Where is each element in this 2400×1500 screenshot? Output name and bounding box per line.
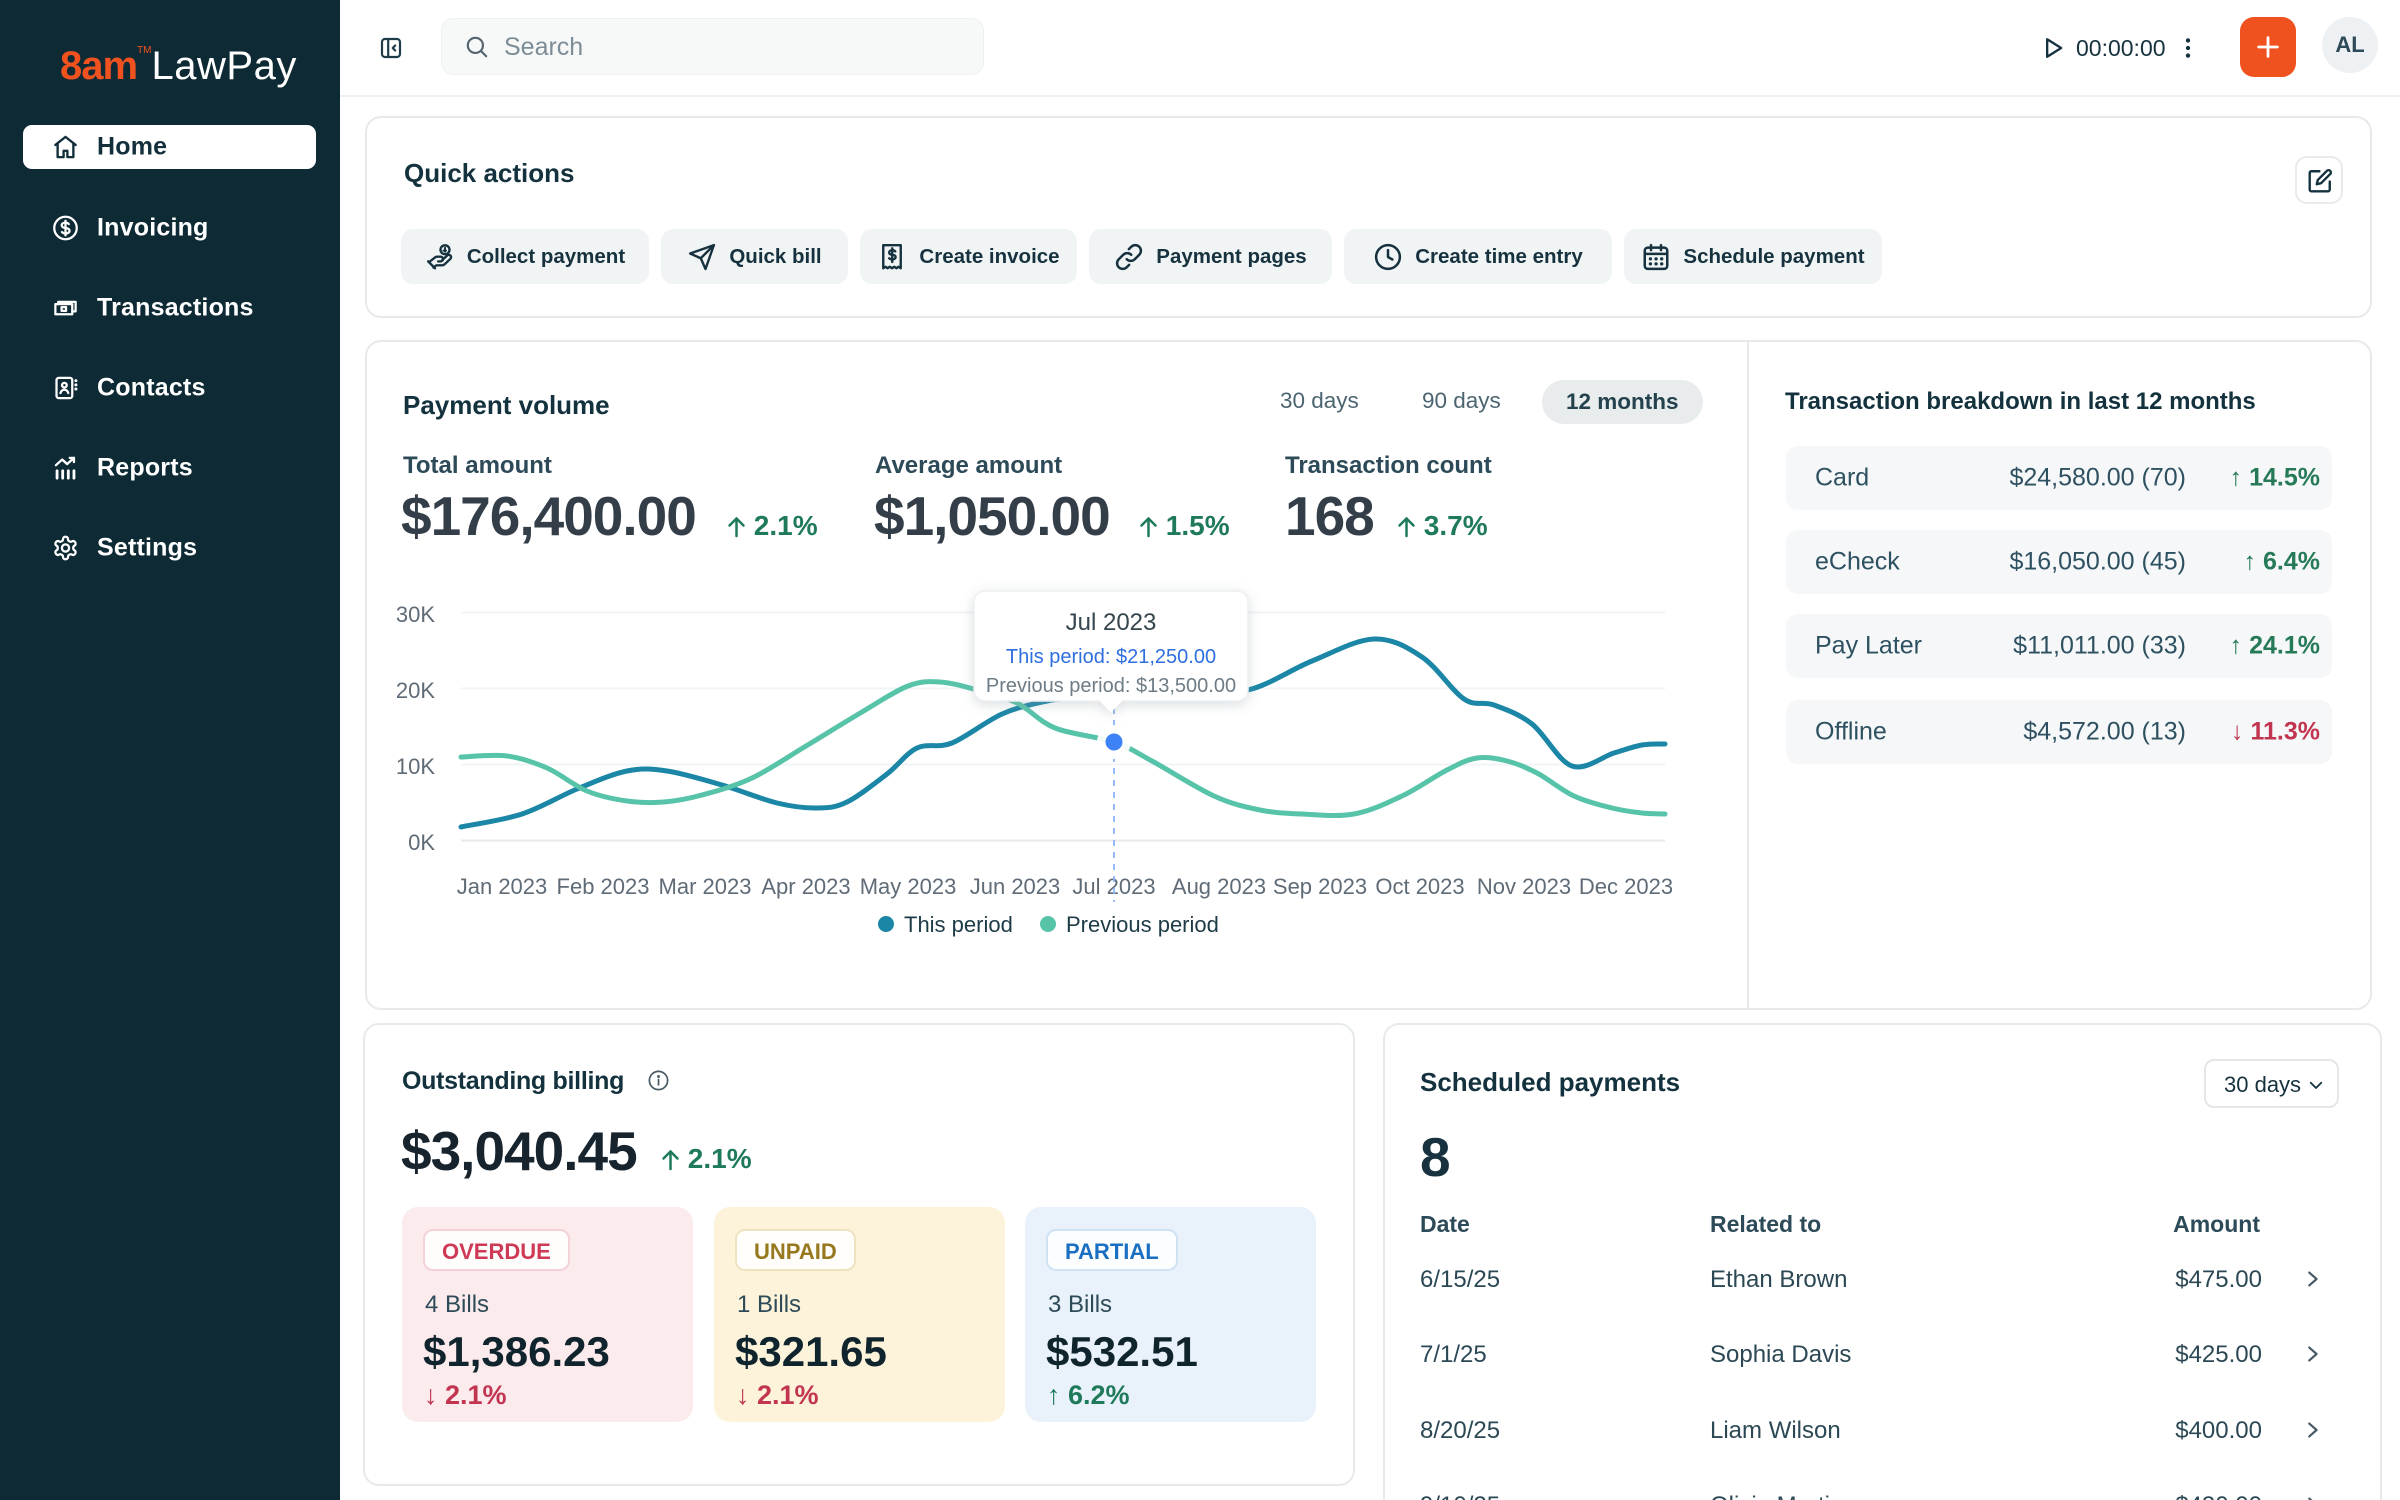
svg-text:30K: 30K bbox=[396, 602, 435, 627]
svg-text:0K: 0K bbox=[408, 830, 435, 855]
svg-text:10K: 10K bbox=[396, 754, 435, 779]
svg-text:Previous period: $13,500.00: Previous period: $13,500.00 bbox=[986, 675, 1236, 697]
svg-text:Aug 2023: Aug 2023 bbox=[1172, 874, 1266, 899]
svg-text:This period: This period bbox=[904, 912, 1013, 937]
svg-text:Jan 2023: Jan 2023 bbox=[457, 874, 548, 899]
svg-text:20K: 20K bbox=[396, 678, 435, 703]
svg-text:Previous period: Previous period bbox=[1066, 912, 1219, 937]
svg-text:Feb 2023: Feb 2023 bbox=[557, 874, 650, 899]
svg-text:Sep 2023: Sep 2023 bbox=[1273, 874, 1367, 899]
svg-text:Mar 2023: Mar 2023 bbox=[659, 874, 752, 899]
svg-text:Jun 2023: Jun 2023 bbox=[970, 874, 1061, 899]
svg-text:Jul 2023: Jul 2023 bbox=[1066, 609, 1157, 636]
svg-text:This period: $21,250.00: This period: $21,250.00 bbox=[1006, 646, 1216, 668]
svg-text:Dec 2023: Dec 2023 bbox=[1579, 874, 1673, 899]
svg-text:Apr 2023: Apr 2023 bbox=[761, 874, 850, 899]
svg-text:Oct 2023: Oct 2023 bbox=[1375, 874, 1464, 899]
svg-text:Nov 2023: Nov 2023 bbox=[1477, 874, 1571, 899]
svg-text:May 2023: May 2023 bbox=[860, 874, 957, 899]
